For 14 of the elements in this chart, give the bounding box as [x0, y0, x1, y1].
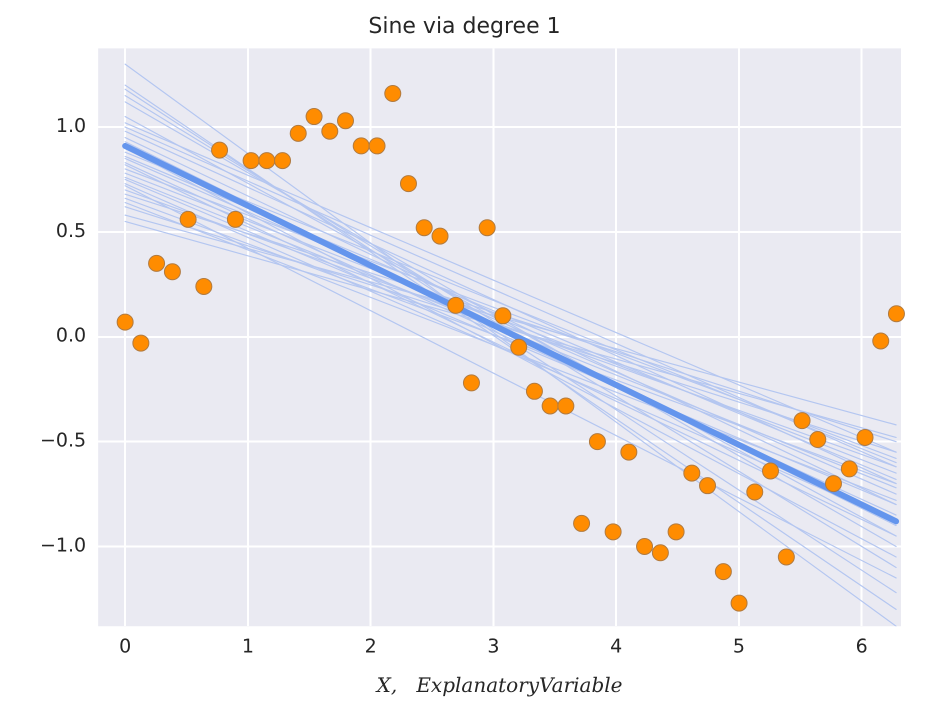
y-tick-label: −1.0	[40, 534, 86, 556]
y-tick-label: 0.5	[56, 220, 86, 242]
x-tick-label: 1	[242, 636, 254, 658]
y-tick-label: 0.0	[56, 324, 86, 347]
y-tick-label: −0.5	[40, 430, 86, 452]
y-tick-label: 1.0	[56, 114, 86, 137]
x-tick-label: 6	[856, 636, 868, 658]
x-tick-label: 4	[610, 636, 622, 658]
x-tick-label: 0	[119, 636, 132, 658]
x-tick-label: 3	[487, 636, 500, 658]
x-axis-title: X, ExplanatoryVariable	[374, 673, 622, 698]
x-tick-label: 5	[732, 636, 745, 658]
x-tick-label: 2	[364, 636, 377, 658]
chart-title: Sine via degree 1	[368, 14, 561, 39]
